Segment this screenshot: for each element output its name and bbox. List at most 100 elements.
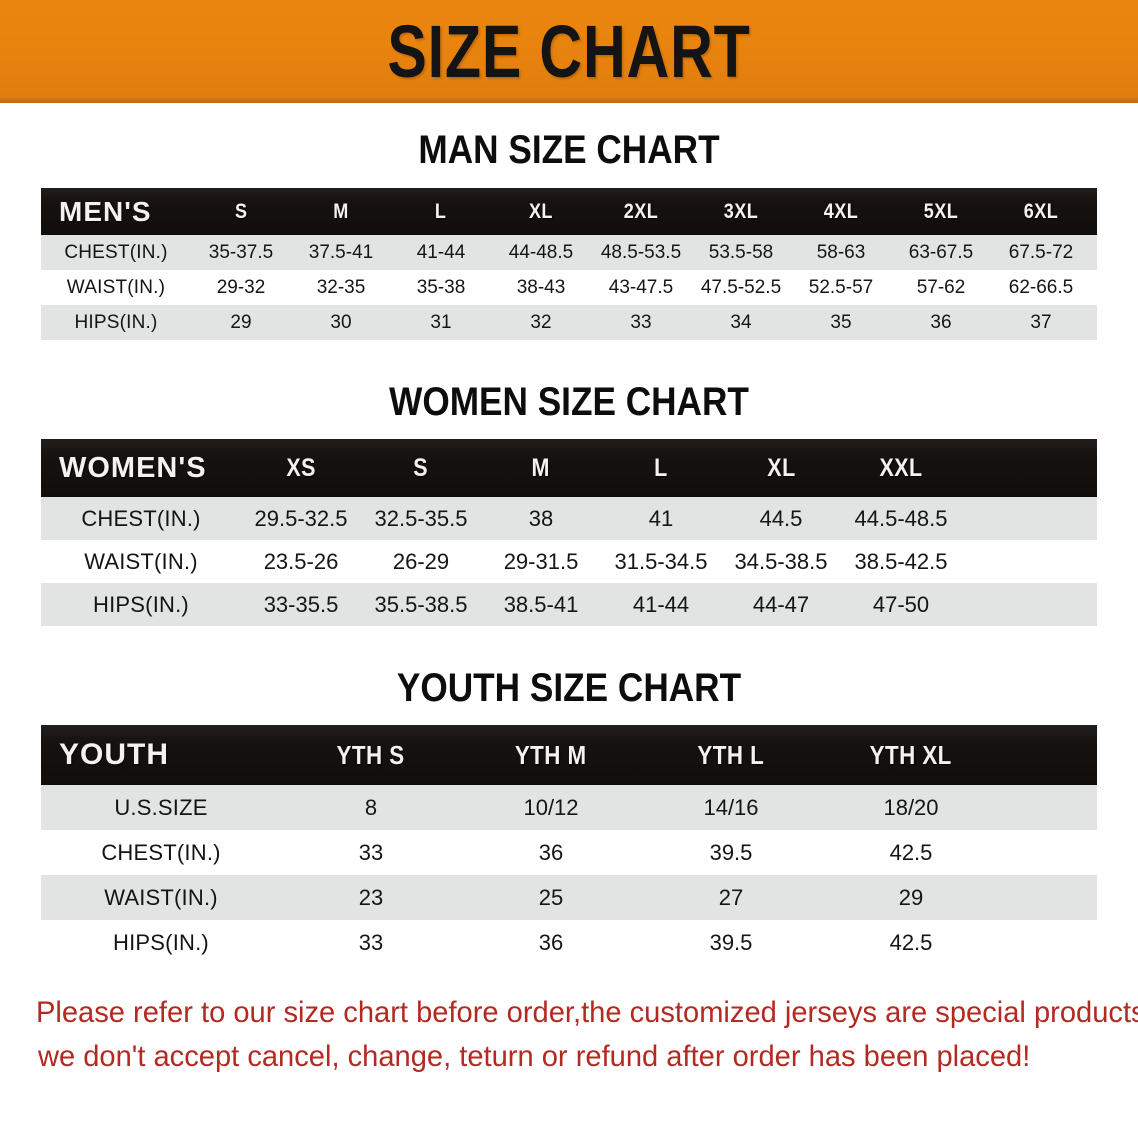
women-size-header-s: S [361, 439, 481, 497]
youth-size-header-yth-l: YTH L [641, 725, 821, 785]
youth-row-label: U.S.SIZE [114, 794, 208, 820]
women-table-row: HIPS(IN.) 33-35.5 35.5-38.5 38.5-41 41-44 44-… [41, 583, 1097, 626]
youth-measurement-cell: 36 [538, 929, 564, 955]
men-table-row: WAIST(IN.) 29-32 32-35 35-38 38-43 43-47.5 47.… [41, 270, 1097, 305]
youth-measurement-cell: 27 [718, 884, 744, 910]
men-header-row: MEN'S S M L XL 2XL 3XL 4XL 5XL 6XL [41, 188, 1097, 235]
men-measurement-cell: 35 [830, 311, 852, 333]
men-row-label: HIPS(IN.) [74, 311, 158, 333]
women-measurement-cell: 41-44 [632, 591, 690, 617]
women-size-header-l: L [601, 439, 721, 497]
men-measurement-cell: 48.5-53.5 [600, 241, 682, 263]
women-table-row: WAIST(IN.) 23.5-26 26-29 29-31.5 31.5-34.5 34… [41, 540, 1097, 583]
men-measurement-cell: 41-44 [416, 241, 466, 263]
youth-chart-wrap: YOUTH YTH S YTH M YTH L YTH XL U.S.SIZE 8 10/… [0, 725, 1138, 965]
men-measurement-cell: 67.5-72 [1008, 241, 1074, 263]
youth-row-label: CHEST(IN.) [101, 839, 221, 865]
youth-table-head: YOUTH YTH S YTH M YTH L YTH XL [41, 725, 1097, 785]
youth-size-header-yth-m: YTH M [461, 725, 641, 785]
women-size-header-label: XXL [879, 453, 923, 482]
youth-measurement-cell: 14/16 [703, 794, 759, 820]
men-size-header-3xl: 3XL [691, 188, 791, 235]
women-size-header-xl: XL [721, 439, 841, 497]
women-header-spacer [961, 439, 1097, 497]
women-section-heading: WOMEN SIZE CHART [389, 380, 749, 424]
youth-table-body: U.S.SIZE 8 10/12 14/16 18/20 CHEST(IN.) 33 36 39… [41, 785, 1097, 965]
men-size-header-label: 4XL [823, 199, 859, 223]
men-measurement-cell: 32-35 [316, 276, 366, 298]
women-measurement-cell: 32.5-35.5 [374, 505, 468, 531]
men-size-header-s: S [191, 188, 291, 235]
youth-measurement-cell: 39.5 [709, 839, 753, 865]
order-policy-note: Please refer to our size chart before or… [0, 991, 1138, 1079]
men-measurement-cell: 44-48.5 [508, 241, 574, 263]
youth-size-header-yth-s: YTH S [281, 725, 461, 785]
men-measurement-cell: 37 [1030, 311, 1052, 333]
men-row-spacer [1091, 270, 1097, 305]
men-measurement-cell: 63-67.5 [908, 241, 974, 263]
men-section-heading: MAN SIZE CHART [418, 128, 720, 172]
women-size-header-label: S [413, 453, 429, 482]
order-policy-note-line-1: Please refer to our size chart before or… [36, 996, 1138, 1029]
men-measurement-cell: 29 [230, 311, 252, 333]
youth-measurement-cell: 29 [898, 884, 924, 910]
youth-measurement-cell: 8 [364, 794, 378, 820]
youth-table-row: CHEST(IN.) 33 36 39.5 42.5 [41, 830, 1097, 875]
women-measurement-cell: 47-50 [872, 591, 930, 617]
banner-title: SIZE CHART [387, 9, 751, 93]
men-header-spacer [1091, 188, 1097, 235]
men-measurement-cell: 57-62 [916, 276, 966, 298]
youth-size-header-label: YTH S [336, 739, 405, 770]
women-measurement-cell: 23.5-26 [263, 548, 339, 574]
youth-measurement-cell: 33 [358, 839, 384, 865]
women-row-spacer [961, 583, 1097, 626]
men-row-spacer [1091, 235, 1097, 270]
women-size-header-label: XS [286, 453, 316, 482]
youth-row-spacer [1001, 830, 1097, 875]
men-row-label: CHEST(IN.) [64, 241, 168, 263]
order-policy-note-line-2: we don't accept cancel, change, teturn o… [37, 1040, 1031, 1073]
men-measurement-cell: 53.5-58 [708, 241, 774, 263]
men-measurement-cell: 47.5-52.5 [700, 276, 782, 298]
men-measurement-cell: 32 [530, 311, 552, 333]
youth-row-header-label: YOUTH [59, 738, 169, 771]
women-table-row: CHEST(IN.) 29.5-32.5 32.5-35.5 38 41 44.5 44.5… [41, 497, 1097, 540]
youth-measurement-cell: 25 [538, 884, 564, 910]
youth-header-spacer [1001, 725, 1097, 785]
men-measurement-cell: 29-32 [216, 276, 266, 298]
women-table-head: WOMEN'S XS S M L XL XXL [41, 439, 1097, 497]
men-measurement-cell: 52.5-57 [808, 276, 874, 298]
men-table-body: CHEST(IN.) 35-37.5 37.5-41 41-44 44-48.5 48.5… [41, 235, 1097, 340]
banner: SIZE CHART [0, 0, 1138, 103]
women-row-spacer [961, 540, 1097, 583]
men-size-header-label: S [234, 199, 248, 223]
youth-table-row: HIPS(IN.) 33 36 39.5 42.5 [41, 920, 1097, 965]
youth-row-label: HIPS(IN.) [113, 929, 209, 955]
women-table-body: CHEST(IN.) 29.5-32.5 32.5-35.5 38 41 44.5 44.5… [41, 497, 1097, 626]
youth-size-table: YOUTH YTH S YTH M YTH L YTH XL U.S.SIZE 8 10/… [41, 725, 1097, 965]
men-measurement-cell: 35-38 [416, 276, 466, 298]
men-size-header-2xl: 2XL [591, 188, 691, 235]
women-header-row: WOMEN'S XS S M L XL XXL [41, 439, 1097, 497]
youth-size-header-label: YTH M [515, 739, 587, 770]
men-size-header-label: XL [529, 199, 553, 223]
women-row-label: HIPS(IN.) [93, 591, 189, 617]
youth-measurement-cell: 18/20 [883, 794, 939, 820]
men-size-header-label: 3XL [723, 199, 759, 223]
men-measurement-cell: 31 [430, 311, 452, 333]
women-size-header-m: M [481, 439, 601, 497]
youth-size-header-label: YTH L [697, 739, 765, 770]
youth-measurement-cell: 36 [538, 839, 564, 865]
men-chart-wrap: MEN'S S M L XL 2XL 3XL 4XL 5XL 6XL CHEST(IN.) 35-… [0, 188, 1138, 340]
women-row-header-label: WOMEN'S [59, 451, 207, 484]
youth-size-header-label: YTH XL [869, 739, 953, 770]
men-size-header-label: 2XL [623, 199, 659, 223]
women-row-spacer [961, 497, 1097, 540]
men-measurement-cell: 30 [330, 311, 352, 333]
youth-section-heading: YOUTH SIZE CHART [396, 666, 742, 710]
men-measurement-cell: 34 [730, 311, 752, 333]
women-measurement-cell: 26-29 [392, 548, 450, 574]
women-measurement-cell: 35.5-38.5 [374, 591, 468, 617]
women-size-header-xs: XS [241, 439, 361, 497]
